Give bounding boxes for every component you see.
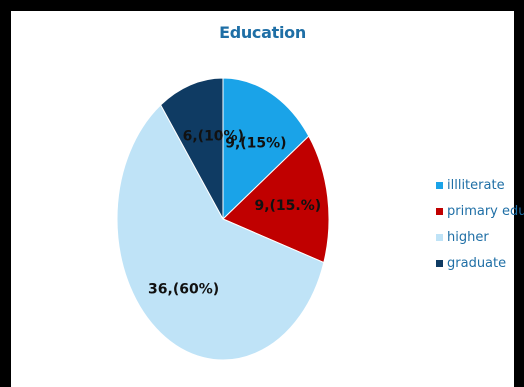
legend: illliterate primary edu higher graduate [436, 172, 524, 276]
pie-slice-primary-edu [222, 135, 330, 264]
legend-item-higher: higher [436, 224, 524, 250]
pie-slice-graduate [160, 77, 224, 220]
legend-swatch-primary-edu [436, 207, 443, 215]
pie-chart: 9,(15%) 9,(15.%) 36,(60%) 6,(10%) [116, 77, 330, 361]
data-label-higher: 36,(60%) [148, 281, 219, 297]
legend-label-illliterate: illliterate [447, 177, 505, 193]
chart-title: Education [219, 23, 306, 42]
data-label-graduate: 6,(10%) [183, 129, 244, 145]
pie-slices [116, 77, 330, 361]
data-label-illliterate: 9,(15%) [225, 136, 286, 152]
legend-label-higher: higher [447, 229, 489, 245]
legend-label-graduate: graduate [447, 255, 507, 271]
legend-label-primary-edu: primary edu [447, 203, 524, 219]
pie-slice-illliterate [222, 77, 310, 221]
legend-item-graduate: graduate [436, 250, 524, 276]
legend-swatch-illliterate [436, 181, 443, 189]
legend-item-illliterate: illliterate [436, 172, 524, 198]
legend-swatch-graduate [436, 259, 443, 267]
legend-item-primary-edu: primary edu [436, 198, 524, 224]
legend-swatch-higher [436, 233, 443, 241]
pie-data-labels: 9,(15%) 9,(15.%) 36,(60%) 6,(10%) [148, 129, 321, 298]
chart-frame: Education 9,(15%) 9,(15.%) 36,(60%) 6,(10%)… [11, 11, 524, 387]
data-label-primary-edu: 9,(15.%) [254, 198, 321, 214]
pie-slice-higher [116, 104, 325, 361]
